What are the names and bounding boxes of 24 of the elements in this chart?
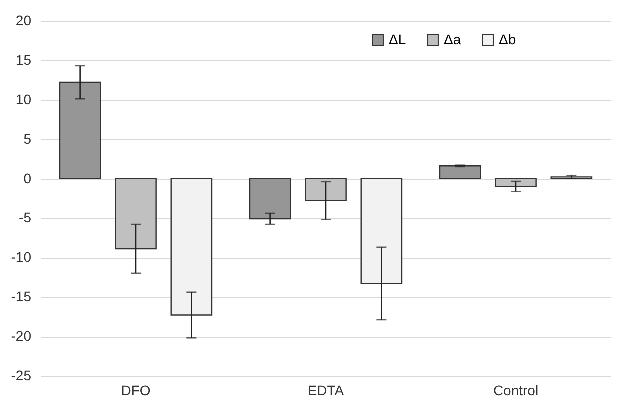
y-tick-label: 20 xyxy=(16,12,32,28)
y-tick-label: -15 xyxy=(11,288,32,305)
bar xyxy=(439,166,482,180)
bar xyxy=(249,178,292,220)
y-tick-label: 0 xyxy=(24,170,32,186)
y-tick-label: -10 xyxy=(11,249,32,266)
y-tick-label: -20 xyxy=(11,328,32,344)
y-tick-label: -5 xyxy=(19,210,32,226)
y-tick-label: -25 xyxy=(11,368,32,384)
y-tick-label: 15 xyxy=(16,52,32,68)
legend-label: Δa xyxy=(444,31,462,48)
bar xyxy=(495,178,537,188)
x-tick-label: EDTA xyxy=(308,382,345,398)
y-tick-label: 10 xyxy=(16,91,32,108)
y-tick-label: 5 xyxy=(24,130,32,147)
bar xyxy=(170,178,213,316)
bar xyxy=(305,178,347,202)
legend-label: Δb xyxy=(499,31,516,48)
bar xyxy=(360,178,403,284)
legend-label: ΔL xyxy=(389,31,406,48)
x-tick-label: Control xyxy=(493,382,539,398)
bar xyxy=(59,82,102,180)
x-tick-label: DFO xyxy=(121,382,151,398)
bar xyxy=(115,178,157,250)
